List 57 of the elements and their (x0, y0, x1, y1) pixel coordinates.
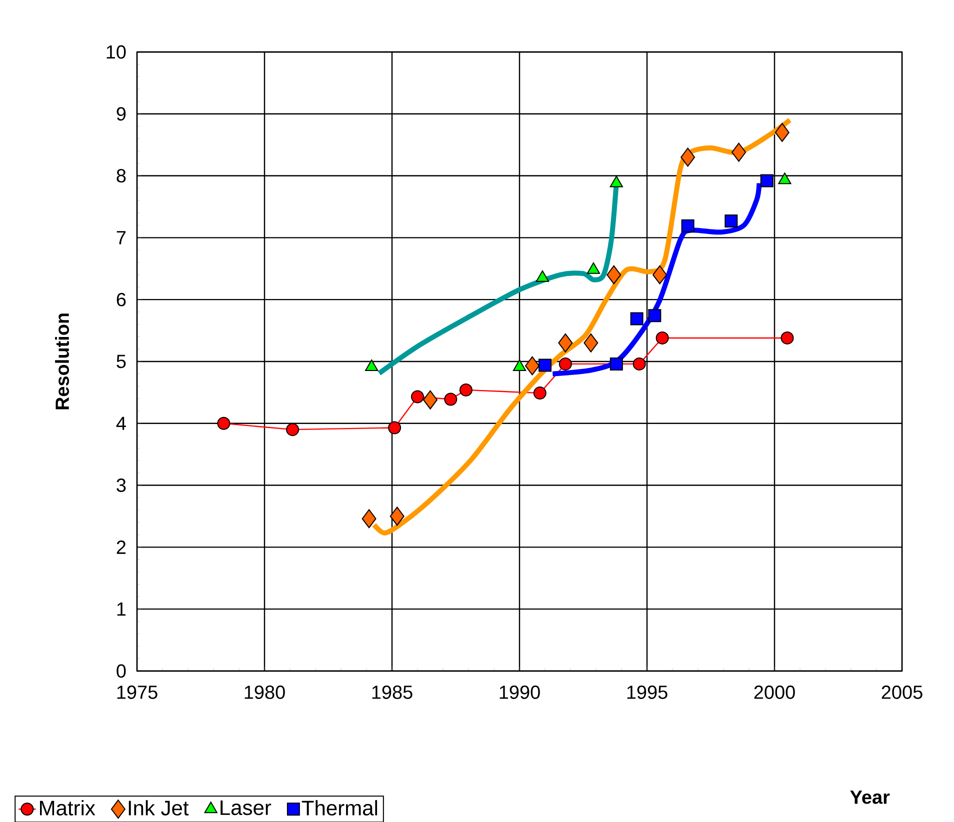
x-tick-label: 1995 (627, 686, 668, 699)
point (558, 357, 572, 370)
y-tick-label: 0 (116, 664, 126, 678)
point (760, 174, 774, 188)
x-tick-label: 2005 (882, 686, 922, 699)
point (512, 360, 526, 372)
x-tick-label: 2000 (754, 686, 795, 699)
x-axis-title: Year (850, 790, 890, 804)
point (610, 357, 623, 370)
x-tick-label: 1985 (372, 686, 412, 699)
point (525, 356, 540, 376)
y-tick-label: 2 (116, 540, 126, 554)
y-tick-label: 10 (106, 45, 126, 59)
legend-label: Matrix (40, 800, 96, 816)
x-tick-label: 1975 (117, 686, 158, 699)
point (286, 423, 300, 436)
point (680, 148, 696, 167)
y-tick-label: 7 (116, 231, 126, 244)
legend-label: Laser (220, 800, 272, 816)
y-tick-label: 3 (116, 478, 126, 492)
legend-label: Ink Jet (128, 800, 189, 816)
point (538, 358, 552, 372)
point (648, 309, 662, 322)
y-tick-label: 8 (116, 169, 126, 183)
legend-label: Thermal (302, 800, 378, 816)
point (390, 506, 404, 526)
x-tick-label: 1990 (500, 686, 540, 699)
point (610, 176, 623, 188)
point (388, 421, 402, 434)
point (411, 390, 424, 404)
point (584, 333, 598, 352)
point (780, 331, 794, 344)
point (778, 172, 792, 184)
point (652, 265, 668, 284)
y-tick-label: 1 (117, 602, 126, 616)
point (774, 122, 790, 142)
point (630, 312, 644, 326)
point (423, 390, 438, 410)
y-tick-label: 5 (116, 354, 126, 368)
point (362, 509, 376, 528)
point (365, 360, 378, 372)
point (558, 333, 573, 352)
point (681, 219, 694, 232)
y-tick-label: 4 (116, 416, 126, 430)
y-tick-label: 9 (116, 107, 126, 121)
y-axis-title: Resolution (55, 314, 70, 410)
point (732, 142, 746, 162)
point (444, 392, 458, 406)
point (606, 265, 622, 284)
point (632, 357, 646, 370)
x-tick-label: 1980 (244, 686, 285, 699)
point (724, 214, 738, 228)
point (533, 386, 546, 400)
y-tick-label: 6 (116, 292, 126, 306)
point (459, 383, 472, 396)
point (656, 331, 669, 344)
point (217, 416, 230, 430)
